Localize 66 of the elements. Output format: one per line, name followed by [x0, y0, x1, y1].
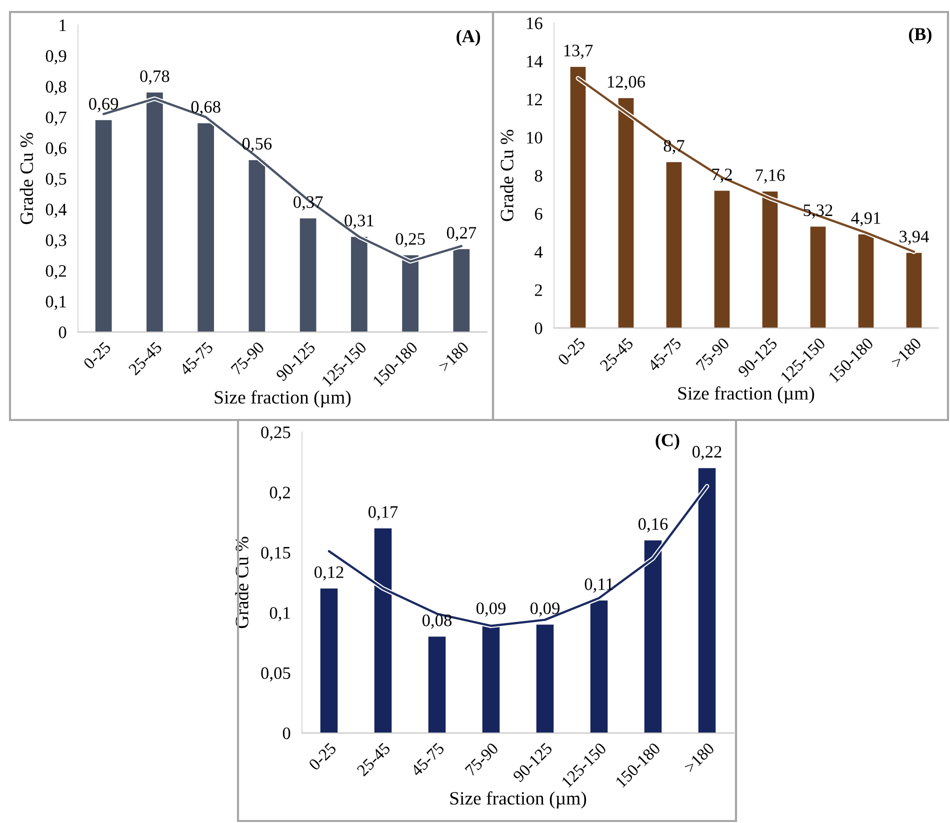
y-tick-label: 12: [527, 94, 542, 106]
data-label: 7,16: [756, 169, 785, 184]
annotation: (C): [656, 434, 680, 450]
bar: [95, 120, 112, 332]
annotation: (A): [456, 30, 480, 46]
y-tick-label: 0,7: [46, 112, 66, 126]
y-tick-label: 0,25: [261, 426, 290, 441]
bar: [428, 636, 446, 733]
x-tick-label: 0-25: [82, 341, 112, 370]
y-tick-label: 1: [60, 20, 66, 32]
y-tick-label: 0,6: [46, 142, 66, 156]
data-label: 0,25: [396, 233, 425, 248]
data-label: 3,94: [900, 230, 929, 245]
y-tick-label: 0: [282, 727, 290, 740]
bar: [320, 588, 338, 733]
data-label: 13,7: [564, 44, 593, 59]
y-tick-label: 0,4: [46, 204, 67, 218]
y-tick-label: 0,1: [270, 607, 290, 622]
y-tick-label: 6: [534, 208, 542, 220]
y-tick-label: 0: [58, 326, 66, 338]
y-tick-label: 8: [534, 170, 542, 182]
data-label: 0,09: [476, 602, 506, 617]
bar: [666, 162, 682, 328]
data-label: 0,68: [191, 101, 220, 116]
x-tick-label: 0-25: [308, 742, 337, 771]
y-tick-label: 0,2: [270, 486, 290, 501]
y-tick-label: 16: [527, 18, 542, 30]
data-label: 0,22: [692, 446, 722, 460]
data-label: 0,27: [446, 226, 476, 242]
y-tick-label: 10: [527, 132, 542, 144]
y-tick-label: 2: [534, 284, 542, 296]
bar: [536, 624, 554, 733]
bar: [714, 190, 730, 328]
y-tick-label: 0,9: [46, 50, 66, 64]
data-label: 12,06: [608, 76, 646, 90]
data-label: 0,69: [89, 98, 118, 112]
y-tick-label: 0: [534, 322, 542, 334]
bar: [300, 218, 316, 332]
y-tick-label: 0,2: [46, 265, 66, 280]
data-label: 0,78: [140, 70, 170, 85]
y-tick-label: 0,3: [46, 234, 66, 249]
data-label: 0,16: [638, 518, 668, 532]
x-axis-title: Size fraction (µm): [214, 390, 351, 408]
data-label: 0,17: [368, 506, 398, 520]
x-axis-title: Size fraction (µm): [450, 791, 586, 808]
data-label: 0,31: [344, 214, 374, 229]
y-tick-label: 0,5: [46, 172, 66, 188]
data-label: 5,32: [804, 204, 832, 219]
y-tick-label: 0,8: [46, 80, 66, 96]
y-tick-label: 4: [534, 246, 543, 258]
data-label: 0,08: [422, 614, 452, 629]
y-axis-title: Grade Cu %: [500, 130, 514, 222]
y-tick-label: 0,05: [261, 667, 290, 682]
data-label: 0,56: [242, 138, 272, 152]
x-axis-title: Size fraction (µm): [678, 386, 814, 404]
data-label: 0,12: [314, 566, 344, 581]
x-tick-label: 0-25: [557, 337, 586, 366]
data-label: 4,91: [851, 212, 880, 226]
y-axis-title: Grade Cu %: [20, 132, 34, 224]
annotation: (B): [908, 28, 932, 44]
y-tick-label: 14: [527, 56, 543, 68]
y-tick-label: 0,1: [46, 296, 66, 310]
data-label: 0,11: [584, 578, 613, 593]
bar: [810, 226, 826, 328]
y-tick-label: 0,15: [261, 546, 290, 562]
data-label: 0,09: [530, 602, 560, 617]
